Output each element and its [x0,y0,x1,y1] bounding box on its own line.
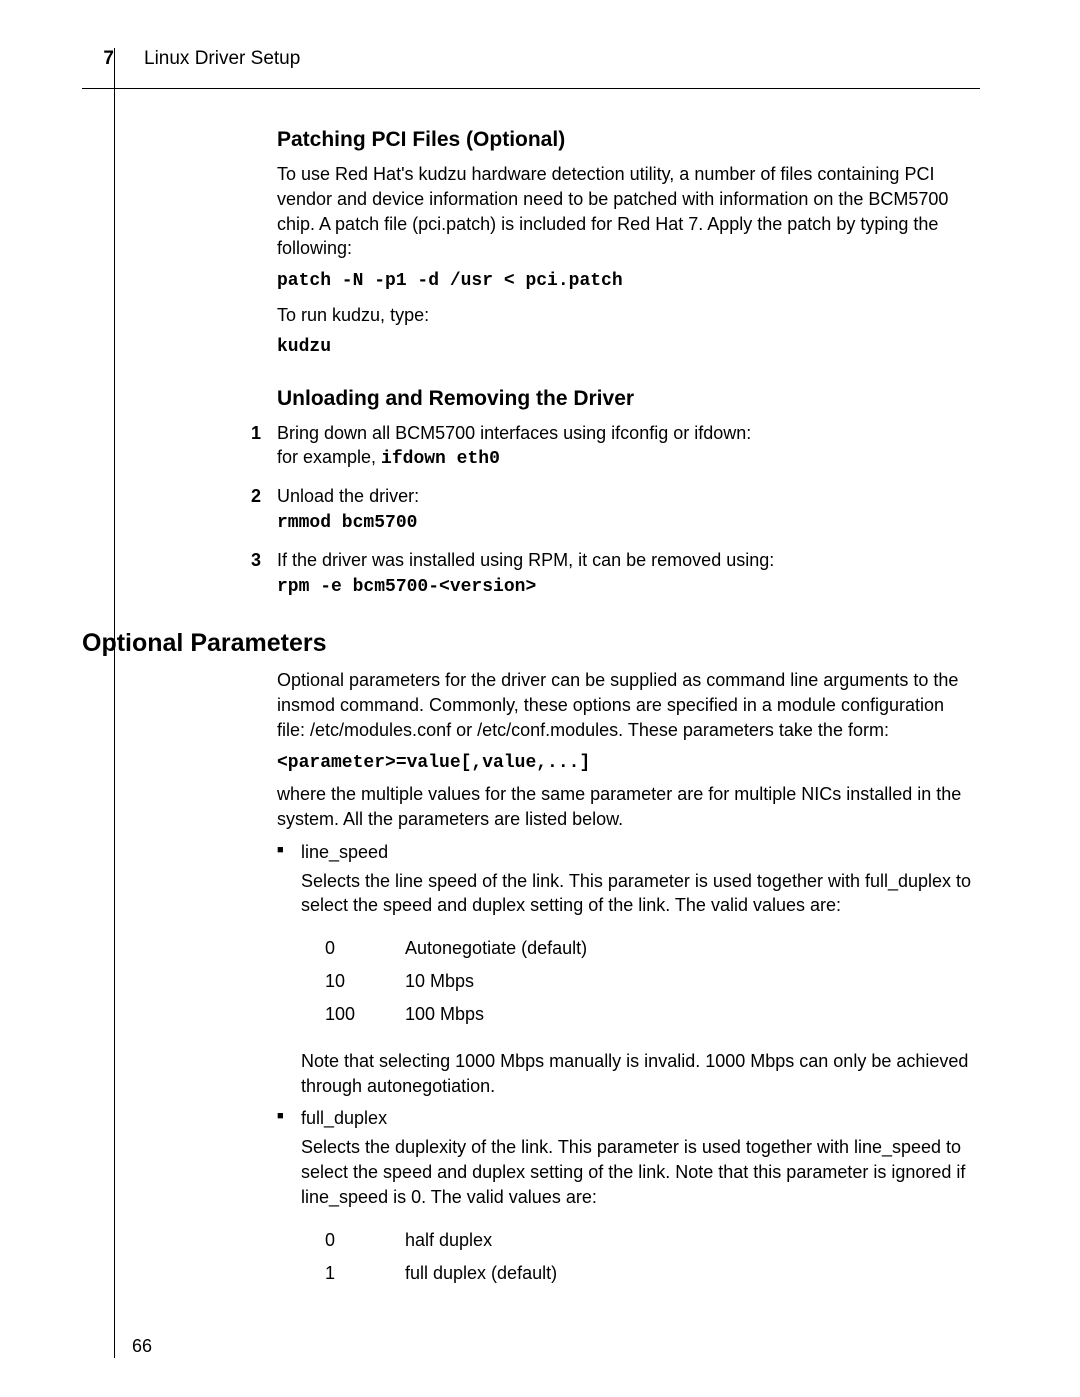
param-note: Note that selecting 1000 Mbps manually i… [301,1049,977,1099]
table-row: 1full duplex (default) [325,1257,557,1290]
step-text: Bring down all BCM5700 interfaces using … [277,423,751,443]
steps-list: Bring down all BCM5700 interfaces using … [277,421,977,600]
value-desc: 10 Mbps [405,965,587,998]
value-desc: Autonegotiate (default) [405,932,587,965]
command: patch -N -p1 -d /usr < pci.patch [277,269,977,294]
step-text: If the driver was installed using RPM, i… [277,550,774,570]
step-example-pre: for example, [277,447,381,467]
value-desc: 100 Mbps [405,998,587,1031]
param-form: <parameter>=value[,value,...] [277,751,977,776]
param-item-line-speed: line_speed Selects the line speed of the… [277,840,977,1099]
table-row: 100100 Mbps [325,998,587,1031]
step-example-cmd: ifdown eth0 [381,449,500,469]
value-desc: half duplex [405,1224,557,1257]
table-row: 0Autonegotiate (default) [325,932,587,965]
heading-row: Optional Parameters [82,629,1002,658]
step-item: If the driver was installed using RPM, i… [277,548,977,600]
chapter-title: Linux Driver Setup [144,48,300,70]
command: kudzu [277,335,977,360]
para: where the multiple values for the same p… [277,782,977,832]
chapter-number: 7 [82,48,114,70]
para: To use Red Hat's kudzu hardware detectio… [277,162,977,261]
param-item-full-duplex: full_duplex Selects the duplexity of the… [277,1106,977,1289]
page-body: 7 Linux Driver Setup Patching PCI Files … [82,48,1002,1307]
table-row: 1010 Mbps [325,965,587,998]
para: To run kudzu, type: [277,303,977,328]
value-table: 0half duplex 1full duplex (default) [325,1224,557,1290]
step-item: Bring down all BCM5700 interfaces using … [277,421,977,473]
command: rpm -e bcm5700-<version> [277,577,536,597]
value-desc: full duplex (default) [405,1257,557,1290]
value-key: 100 [325,998,405,1031]
value-key: 0 [325,1224,405,1257]
param-name: full_duplex [301,1108,387,1128]
page-number: 66 [132,1336,152,1357]
value-key: 0 [325,932,405,965]
table-row: 0half duplex [325,1224,557,1257]
step-item: Unload the driver: rmmod bcm5700 [277,484,977,536]
param-desc: Selects the line speed of the link. This… [301,869,977,919]
heading-patching: Patching PCI Files (Optional) [277,128,977,152]
param-list: line_speed Selects the line speed of the… [277,840,977,1290]
value-table: 0Autonegotiate (default) 1010 Mbps 10010… [325,932,587,1030]
param-desc: Selects the duplexity of the link. This … [301,1135,977,1209]
content-area: Patching PCI Files (Optional) To use Red… [277,128,977,599]
value-key: 10 [325,965,405,998]
page-header: 7 Linux Driver Setup [82,48,1002,70]
value-key: 1 [325,1257,405,1290]
step-text: Unload the driver: [277,486,419,506]
command: rmmod bcm5700 [277,513,417,533]
para: Optional parameters for the driver can b… [277,668,977,742]
heading-optional-params: Optional Parameters [82,629,327,658]
heading-unloading: Unloading and Removing the Driver [277,387,977,411]
param-name: line_speed [301,842,388,862]
content-area: Optional parameters for the driver can b… [277,668,977,1289]
